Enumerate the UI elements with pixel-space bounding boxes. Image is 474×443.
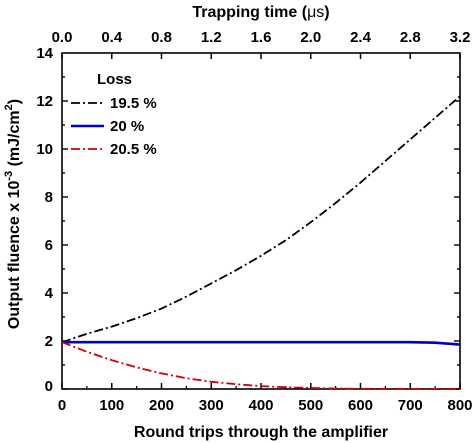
legend: Loss 19.5 % 20 % 20.5 %	[71, 71, 157, 158]
series-line-1	[61, 95, 461, 344]
x2-axis: 0.0 0.4 0.8 1.2 1.6 2.0 2.4 2.8 3.2	[52, 29, 471, 46]
x2-tick-label: 3.2	[450, 29, 471, 46]
x-tick-label: 200	[149, 397, 174, 414]
x-tick-label: 800	[447, 397, 472, 414]
y-axis: 2 4 6 8 10 12 14 0	[36, 45, 460, 395]
y-tick-label: 2	[45, 333, 53, 350]
x-tick-label: 700	[398, 397, 423, 414]
x-tick-label: 600	[348, 397, 373, 414]
series-line-3	[61, 341, 460, 390]
legend-title: Loss	[97, 71, 132, 88]
y-tick-label: 10	[36, 141, 53, 158]
x-tick-label: 300	[199, 397, 224, 414]
x2-tick-label: 2.0	[300, 29, 321, 46]
y-tick-label: 12	[36, 93, 53, 110]
x-tick-label: 100	[99, 397, 124, 414]
legend-label-1: 19.5 %	[110, 95, 157, 112]
legend-label-2: 20 %	[110, 118, 144, 135]
x2-tick-label: 2.8	[400, 29, 421, 46]
y-tick-label: 14	[36, 45, 53, 62]
y-tick-label-origin: 0	[45, 378, 53, 395]
y-tick-label: 6	[45, 237, 53, 254]
legend-label-3: 20.5 %	[110, 141, 157, 158]
x2-axis-label: Trapping time (μs)	[192, 4, 329, 21]
x-axis-label: Round trips through the amplifier	[134, 424, 388, 441]
series-layer	[61, 95, 461, 390]
x2-tick-label: 2.4	[350, 29, 372, 46]
x-tick-label: 400	[248, 397, 273, 414]
y-axis-label: Output fluence x 10-3 (mJ/cm2)	[3, 99, 23, 329]
x-tick-label: 0	[58, 397, 66, 414]
x2-tick-label: 0.4	[101, 29, 123, 46]
y-tick-label: 4	[45, 285, 54, 302]
x2-tick-label: 0.0	[52, 29, 73, 46]
x2-tick-label: 0.8	[151, 29, 172, 46]
x-axis: 0 100 200 300 400 500 600 700 800	[58, 53, 473, 414]
x-tick-label: 500	[298, 397, 323, 414]
y-tick-label: 8	[45, 189, 53, 206]
x2-tick-label: 1.6	[251, 29, 272, 46]
x2-tick-label: 1.2	[201, 29, 222, 46]
series-line-2	[62, 340, 461, 346]
